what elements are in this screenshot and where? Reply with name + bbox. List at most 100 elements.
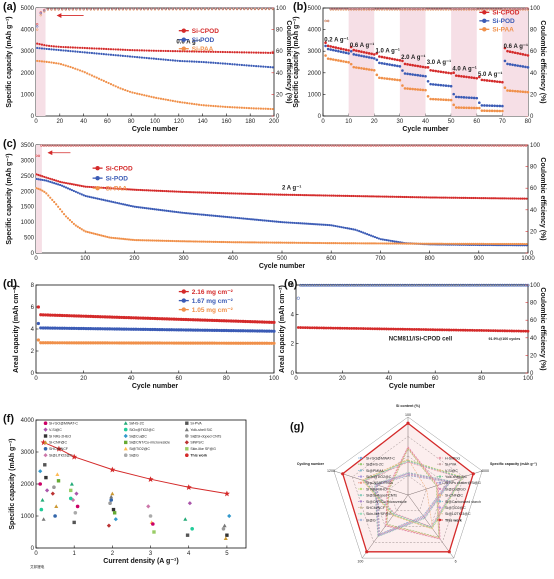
capacity-point-Si-CPOD [399,195,402,199]
ce-point [47,144,50,147]
ce-point [347,144,351,147]
capacity-point-2.16 mg cm⁻² [134,316,138,320]
capacity-point-Si-CPOD [38,43,41,46]
capacity-point-Si-POD [472,96,476,100]
capacity-point [403,327,407,331]
capacity-point-2.16 mg cm⁻² [203,318,207,322]
capacity-point-1.05 mg cm⁻² [74,341,79,345]
capacity-point-Si-CPOD [269,51,272,54]
capacity-point-1.05 mg cm⁻² [262,341,267,345]
capacity-point-Si-CPOD [462,75,466,78]
capacity-point-Si-POD [49,180,52,183]
radar-axis [333,470,409,496]
ce-point-Si-CPOD [36,23,39,26]
capacity-point-1.67 mg cm⁻² [60,326,64,330]
capacity-point-Si-PAA [513,89,517,93]
capacity-point-Si-POD [188,60,191,63]
capacity-point-Si-PAA [117,86,120,89]
capacity-point-Si-POD [371,235,375,238]
capacity-point-Si-PAA [171,239,174,243]
capacity-point-Si-POD [161,209,164,212]
capacity-point-Si-POD [218,215,221,218]
ce-point [271,144,274,147]
ce-point [331,283,335,287]
capacity-point-1.67 mg cm⁻² [112,327,117,331]
ce-point [187,144,191,147]
capacity-point-Si-PAA [218,240,221,244]
capacity-point-Si-PAA [110,236,113,239]
y-axis-label: Specific capacity (mAh g⁻¹) [293,16,300,107]
capacity-point-Si-CPOD [60,181,64,184]
capacity-point-Si-CPOD [326,194,329,197]
capacity-point-Si-CPOD [145,49,148,52]
ce-point-Si-PAA [429,8,432,11]
capacity-point-Si-POD [212,214,215,217]
capacity-point-Si-CPOD [126,48,129,52]
capacity-point-2.16 mg cm⁻² [84,314,88,318]
capacity-point-Si-POD [406,72,409,76]
capacity-point-Si-PAA [506,89,509,92]
capacity-point-Si-PAA [519,242,522,246]
capacity-point-Si-PAA [476,242,479,245]
capacity-point-Si-PAA [407,242,410,245]
ce-point-Si-PAA [257,7,260,11]
capacity-point-Si-POD [370,56,373,60]
y-tick-label: 4 [291,312,295,318]
legend-entry: Si@LiTiO2@C [49,454,73,458]
ce-point [42,144,46,147]
capacity-point-Si-PAA [377,242,381,245]
capacity-point-1.05 mg cm⁻² [124,341,129,345]
capacity-point-2.16 mg cm⁻² [205,318,209,322]
capacity-point-Si-CPOD [460,74,463,78]
capacity-point-Si-POD [102,198,105,202]
this-work-point [223,490,230,497]
capacity-point [306,326,309,330]
capacity-point-Si-CPOD [166,49,170,53]
y-right-tick-label: 60 [530,318,537,324]
capacity-point-2.16 mg cm⁻² [191,318,195,322]
capacity-point-Si-CPOD [112,187,115,190]
capacity-point-Si-POD [316,223,320,226]
capacity-point-Si-PAA [194,240,197,243]
radar-axis-label: Cycling number [297,462,325,466]
capacity-point-1.05 mg cm⁻² [267,341,271,345]
capacity-point-Si-CPOD [434,196,438,199]
capacity-point [415,328,419,331]
ce-point-Si-PAA [139,8,142,11]
ce-point [99,144,102,147]
ce-point [251,144,255,147]
ce-point-Si-PAA [501,8,504,11]
capacity-point-Si-POD [118,202,121,205]
legend-marker [181,298,186,303]
x-axis-label: Cycle number [389,383,436,390]
capacity-point-Si-PAA [334,242,337,245]
capacity-point-Si-CPOD [127,188,131,191]
capacity-point-Si-CPOD [82,185,85,188]
legend-entry: Skin-like SF@G [190,447,216,451]
x-tick-label: 60 [473,119,480,125]
capacity-point-Si-POD [190,60,193,63]
capacity-point-Si-CPOD [362,50,366,54]
rate-shade [399,8,426,116]
capacity-point-1.05 mg cm⁻² [36,338,40,342]
capacity-point-Si-PAA [228,241,231,244]
capacity-point-Si-PAA [253,241,257,244]
ce-point-Si-PAA [339,8,343,11]
capacity-point-Si-POD [228,62,232,66]
capacity-point [440,328,444,332]
capacity-point-1.05 mg cm⁻² [129,341,133,345]
capacity-point-Si-CPOD [106,186,109,190]
capacity-point-Si-POD [88,51,91,54]
legend-marker [95,165,100,171]
ce-point [338,283,342,287]
ce-point [384,144,387,147]
ce-point [519,144,523,147]
capacity-point-1.67 mg cm⁻² [177,328,181,332]
capacity-point-Si-CPOD [190,50,193,53]
capacity-point-Si-POD [39,178,42,181]
capacity-point-Si-PAA [72,222,75,225]
ce-point-Si-PAA [118,8,121,11]
capacity-point-Si-PAA [216,240,219,244]
capacity-point-1.67 mg cm⁻² [250,329,255,333]
